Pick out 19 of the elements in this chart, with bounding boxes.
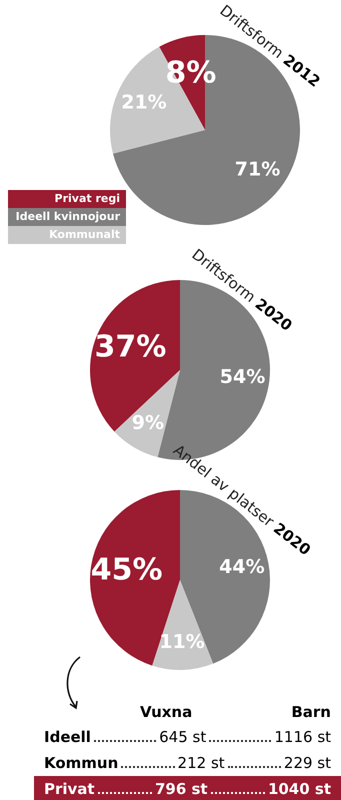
- data-label: 54%: [220, 366, 266, 388]
- text: Vuxna: [140, 702, 194, 723]
- legend-label: Ideell kvinnojour: [16, 208, 126, 226]
- data-label: 1116 st: [274, 727, 332, 748]
- text: Barn: [290, 702, 331, 723]
- data-label: 71%: [234, 158, 280, 181]
- data-label: 796 st: [154, 779, 208, 800]
- data-label: 45%: [90, 552, 163, 588]
- legend-label: Privat regi: [54, 190, 126, 208]
- category-label: Ideell: [44, 727, 91, 748]
- data-label: 645 st: [159, 727, 206, 748]
- data-label: 229 st: [284, 753, 332, 774]
- data-label: 1040 st: [268, 779, 332, 800]
- data-label: 37%: [94, 329, 166, 364]
- category-label: Kommun: [44, 753, 118, 774]
- data-label: 44%: [219, 556, 265, 578]
- data-label: 11%: [159, 630, 205, 653]
- data-label: 212 st: [178, 753, 225, 774]
- category-label: Privat: [44, 779, 95, 800]
